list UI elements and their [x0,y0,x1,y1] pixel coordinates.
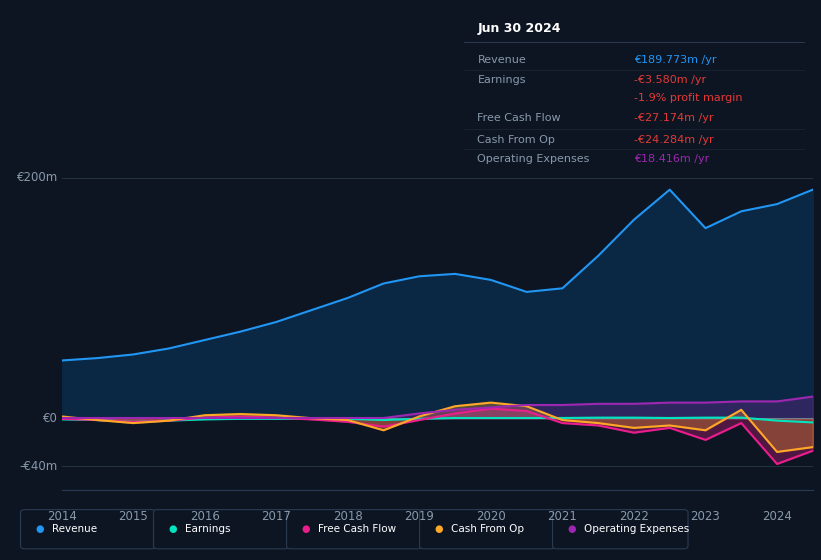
Text: 2017: 2017 [261,510,291,522]
Text: Earnings: Earnings [478,75,526,85]
Text: Cash From Op: Cash From Op [478,134,555,144]
Text: 2016: 2016 [190,510,219,522]
Text: Operating Expenses: Operating Expenses [584,524,689,534]
Text: Revenue: Revenue [478,55,526,66]
Text: Operating Expenses: Operating Expenses [478,155,589,165]
Text: ●: ● [301,524,310,534]
Text: ●: ● [434,524,443,534]
Text: -€24.284m /yr: -€24.284m /yr [635,134,713,144]
Text: Free Cash Flow: Free Cash Flow [478,113,561,123]
Text: €18.416m /yr: €18.416m /yr [635,155,709,165]
Text: -€40m: -€40m [20,460,57,473]
Text: €189.773m /yr: €189.773m /yr [635,55,717,66]
Text: -€3.580m /yr: -€3.580m /yr [635,75,706,85]
Text: Revenue: Revenue [52,524,97,534]
Text: -1.9% profit margin: -1.9% profit margin [635,94,743,103]
Text: Free Cash Flow: Free Cash Flow [318,524,396,534]
Text: ●: ● [35,524,44,534]
Text: Earnings: Earnings [185,524,230,534]
Text: 2022: 2022 [619,510,649,522]
Text: €200m: €200m [16,171,57,184]
Text: 2024: 2024 [762,510,792,522]
Text: €0: €0 [43,412,57,424]
Text: 2021: 2021 [548,510,577,522]
Text: ●: ● [567,524,576,534]
Text: Cash From Op: Cash From Op [451,524,524,534]
Text: ●: ● [168,524,177,534]
Text: Jun 30 2024: Jun 30 2024 [478,22,561,35]
Text: 2014: 2014 [47,510,76,522]
Text: 2015: 2015 [118,510,148,522]
Text: -€27.174m /yr: -€27.174m /yr [635,113,713,123]
Text: 2023: 2023 [690,510,720,522]
Text: 2020: 2020 [476,510,506,522]
Text: 2019: 2019 [405,510,434,522]
Text: 2018: 2018 [333,510,363,522]
